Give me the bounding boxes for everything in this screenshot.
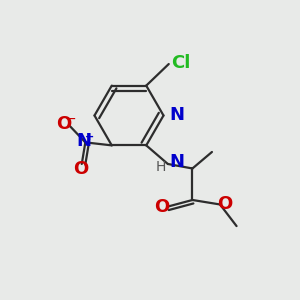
Text: −: −: [64, 111, 76, 125]
Text: O: O: [154, 199, 170, 217]
Text: O: O: [73, 160, 88, 178]
Text: H: H: [156, 160, 166, 174]
Text: Cl: Cl: [171, 54, 190, 72]
Text: N: N: [170, 154, 185, 172]
Text: +: +: [85, 132, 94, 142]
Text: N: N: [169, 106, 184, 124]
Text: O: O: [217, 195, 232, 213]
Text: O: O: [56, 115, 71, 133]
Text: N: N: [77, 133, 92, 151]
